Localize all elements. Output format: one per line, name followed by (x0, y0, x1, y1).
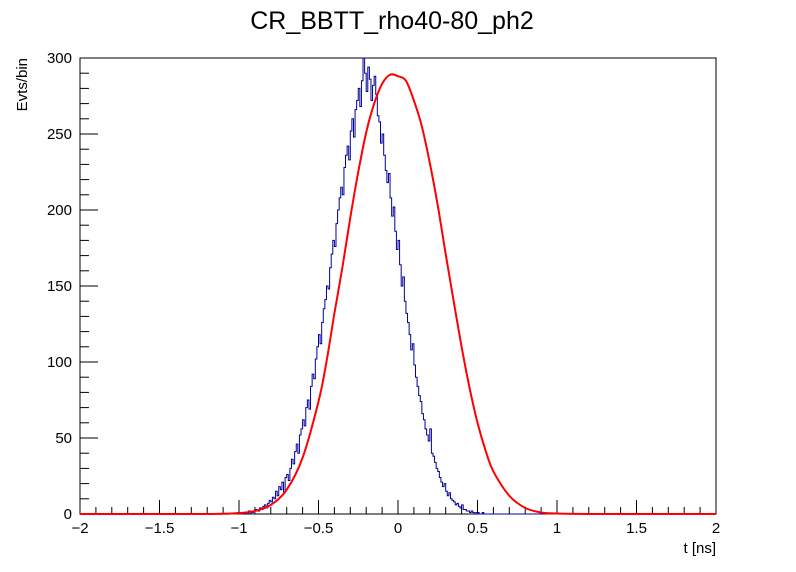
x-axis-ticks (79, 500, 717, 514)
x-tick-label: 1.5 (626, 520, 647, 537)
x-axis-label: t [ns] (683, 540, 716, 557)
x-tick-label: 1 (553, 520, 561, 537)
x-axis-tick-labels: −2 −1.5 −1 −0.5 0 0.5 1 1.5 2 (71, 520, 720, 537)
x-tick-label: −2 (71, 520, 88, 537)
y-tick-label: 300 (47, 50, 72, 67)
y-tick-label: 100 (47, 354, 72, 371)
y-tick-label: 0 (64, 506, 72, 523)
y-axis-ticks (80, 57, 98, 515)
x-tick-label: −0.5 (304, 520, 334, 537)
x-tick-label: −1 (230, 520, 247, 537)
y-tick-label: 200 (47, 202, 72, 219)
fit-curve-series (79, 73, 716, 516)
x-tick-label: 2 (712, 520, 720, 537)
y-tick-label: 250 (47, 126, 72, 143)
y-axis-tick-labels: 0 50 100 150 200 250 300 (47, 50, 72, 523)
x-tick-label: 0.5 (467, 520, 488, 537)
y-axis-label: Evts/bin (14, 58, 31, 111)
x-tick-label: 0 (394, 520, 402, 537)
y-tick-label: 150 (47, 278, 72, 295)
x-tick-label: −1.5 (145, 520, 175, 537)
chart-title: CR_BBTT_rho40-80_ph2 (250, 7, 534, 35)
y-tick-label: 50 (55, 430, 72, 447)
